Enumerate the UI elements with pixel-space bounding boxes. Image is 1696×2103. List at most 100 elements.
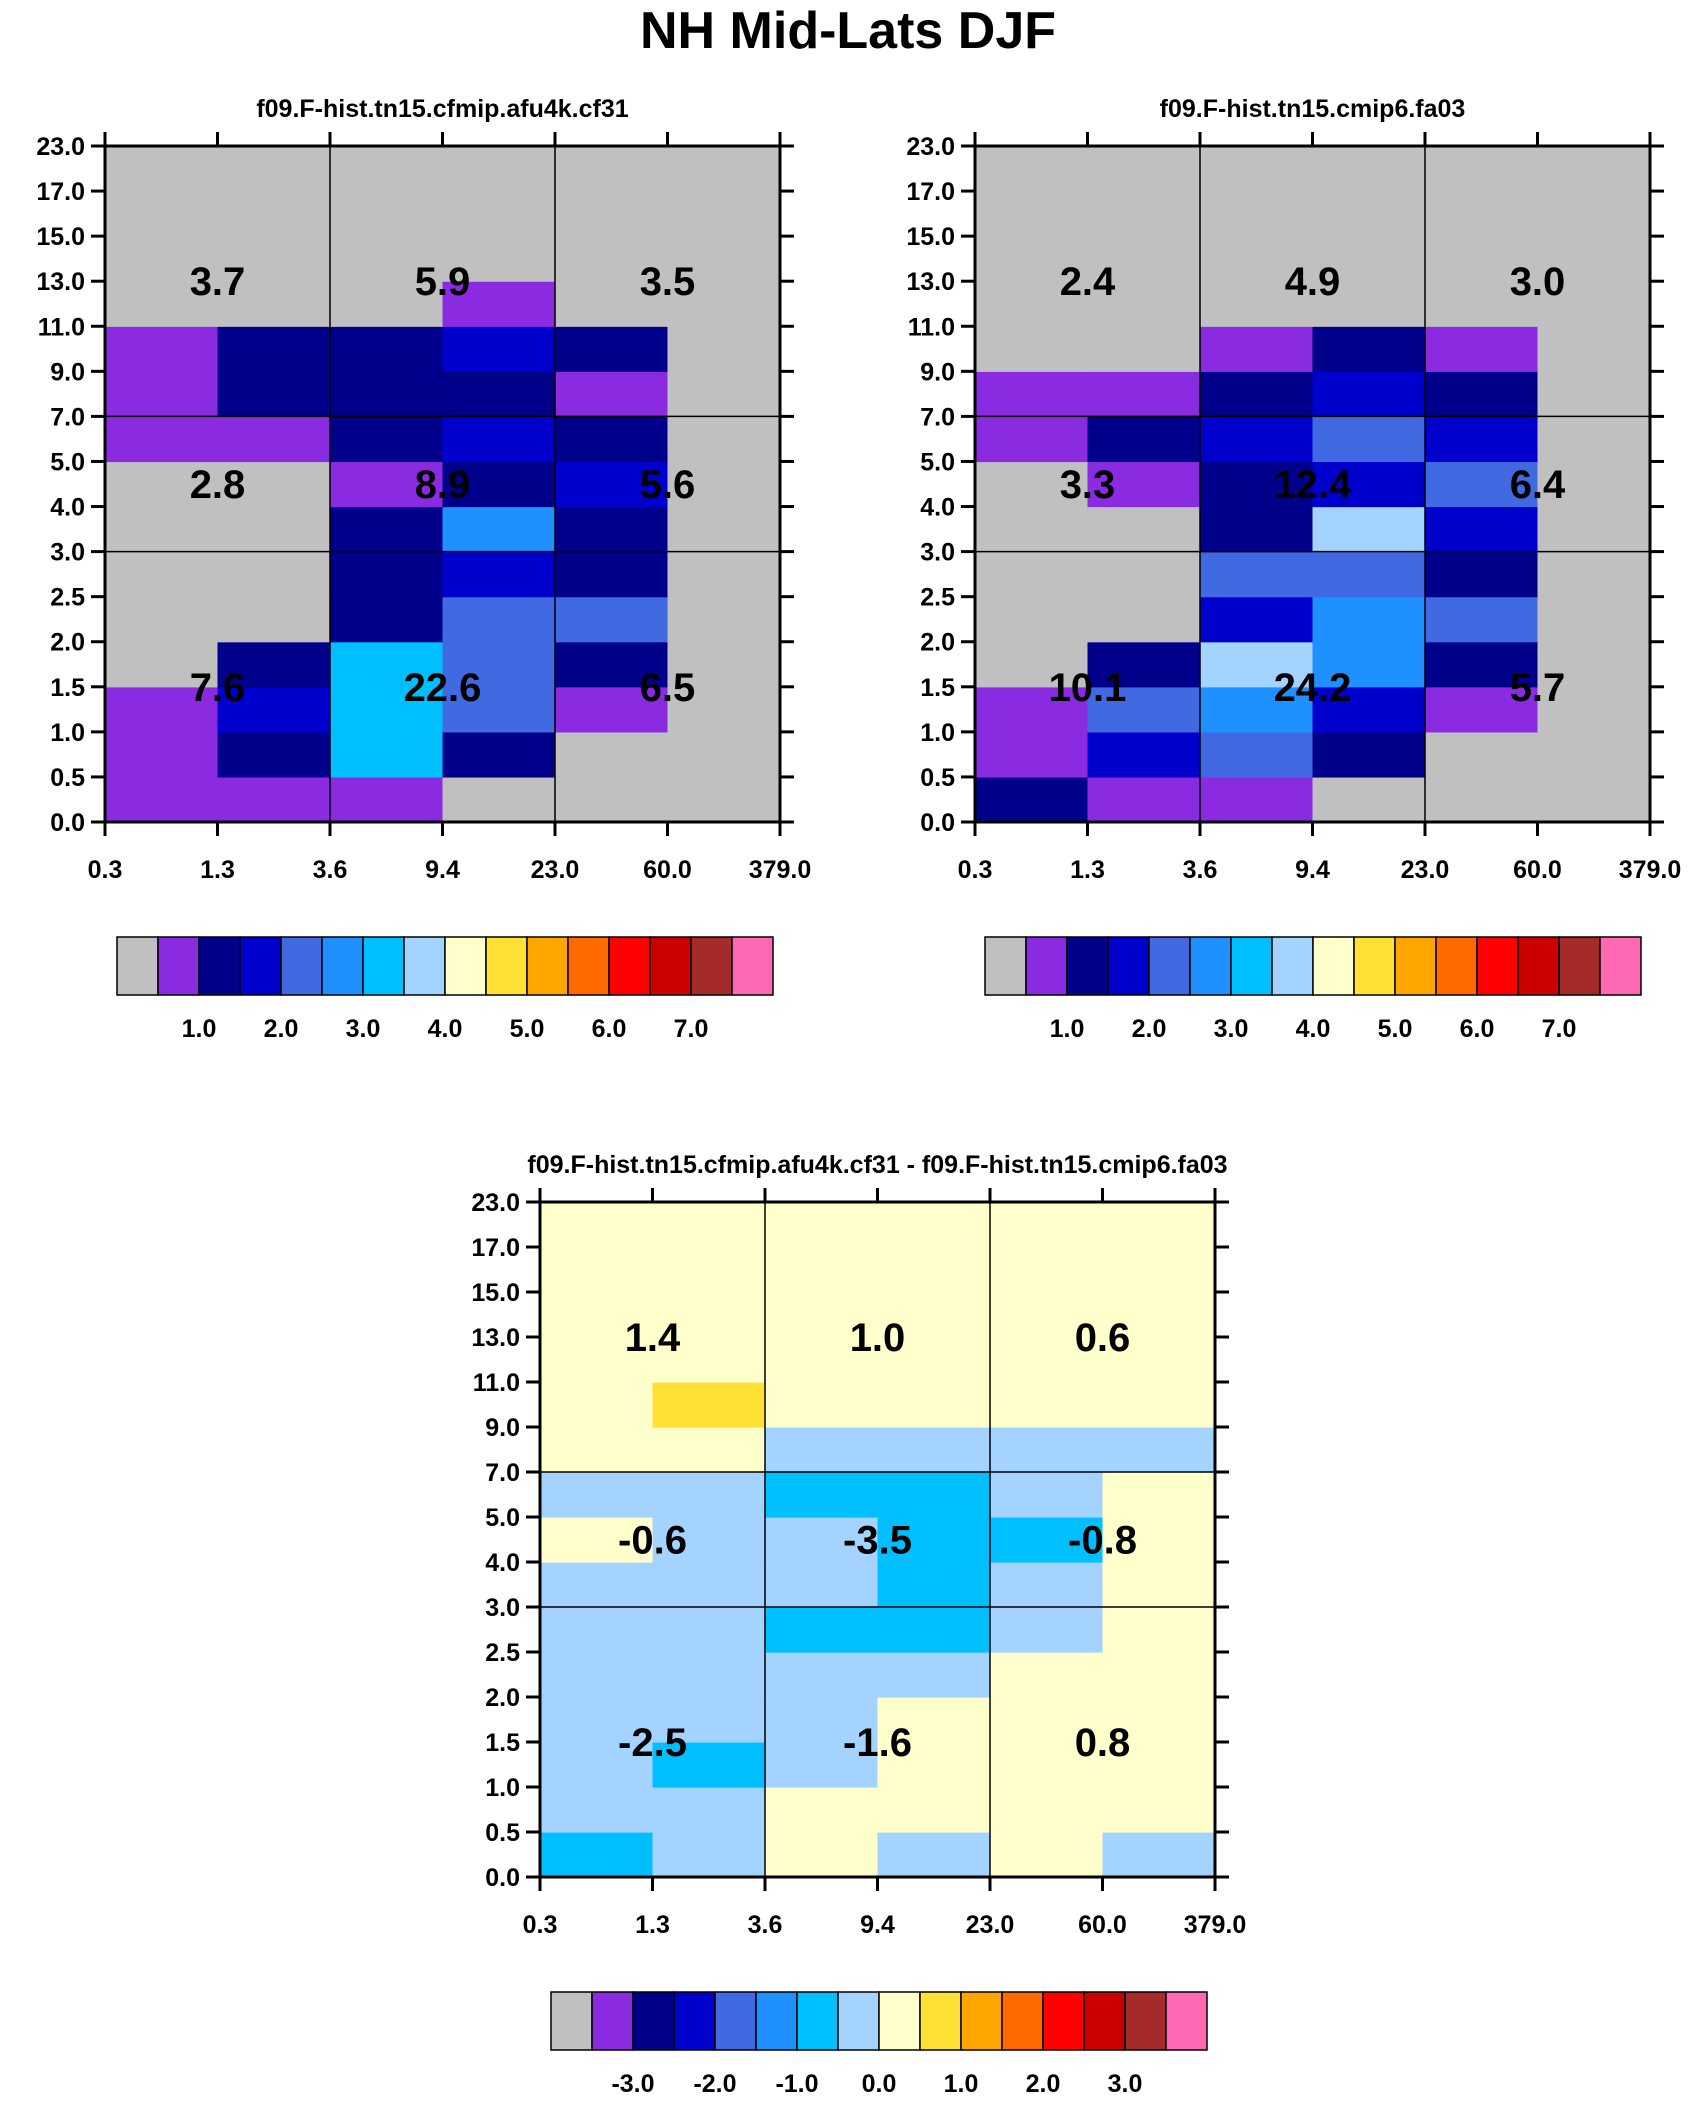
heatmap-cell bbox=[217, 146, 331, 192]
y-tick-label: 15.0 bbox=[906, 223, 955, 251]
heatmap-cell bbox=[1537, 551, 1651, 598]
y-tick-label: 2.5 bbox=[920, 584, 955, 612]
heatmap-cell bbox=[442, 191, 556, 237]
heatmap-cell bbox=[442, 776, 556, 823]
heatmap-cell bbox=[1537, 416, 1651, 463]
heatmap-cell bbox=[1425, 236, 1539, 282]
heatmap-cell bbox=[1087, 146, 1201, 192]
heatmap-cell bbox=[555, 731, 669, 778]
x-tick-label: 0.3 bbox=[958, 856, 993, 884]
heatmap-cell bbox=[1087, 326, 1201, 372]
colorbar-swatch bbox=[837, 1991, 880, 2051]
heatmap-cell bbox=[667, 416, 781, 463]
heatmap-cell bbox=[1312, 416, 1426, 463]
heatmap-cell bbox=[330, 236, 444, 282]
heatmap-cell bbox=[1102, 1292, 1216, 1338]
heatmap-cell bbox=[105, 461, 219, 508]
heatmap-cell bbox=[540, 1607, 654, 1653]
heatmap-cell bbox=[1102, 1832, 1216, 1878]
heatmap-cell bbox=[765, 1517, 879, 1563]
colorbar-label: 6.0 bbox=[592, 1015, 627, 1043]
heatmap-cell bbox=[1102, 1652, 1216, 1698]
heatmap-cell bbox=[667, 461, 781, 508]
region-value-label: -2.5 bbox=[618, 1721, 687, 1765]
heatmap-cell bbox=[1102, 1472, 1216, 1518]
heatmap-cell bbox=[1102, 1247, 1216, 1293]
heatmap-cell bbox=[555, 146, 669, 192]
heatmap-cell bbox=[442, 236, 556, 282]
x-tick-label: 3.6 bbox=[313, 856, 348, 884]
colorbar-swatch bbox=[1148, 936, 1191, 996]
region-value-label: 6.5 bbox=[640, 666, 696, 710]
y-tick-label: 15.0 bbox=[36, 223, 85, 251]
x-tick-label: 9.4 bbox=[1295, 856, 1330, 884]
heatmap-cell bbox=[877, 1787, 991, 1833]
heatmap-cell bbox=[667, 506, 781, 553]
heatmap-cell bbox=[1537, 686, 1651, 733]
heatmap-cell bbox=[765, 1742, 879, 1788]
y-tick-label: 2.5 bbox=[485, 1639, 520, 1667]
heatmap-cell bbox=[1537, 326, 1651, 372]
heatmap-cell bbox=[1425, 686, 1539, 733]
heatmap-cell bbox=[105, 371, 219, 417]
heatmap-cell bbox=[1312, 461, 1426, 508]
colorbar-swatch bbox=[919, 1991, 962, 2051]
region-value-label: 24.2 bbox=[1274, 666, 1352, 710]
heatmap-cell bbox=[217, 461, 331, 508]
colorbar-swatch bbox=[567, 936, 610, 996]
y-tick-label: 2.0 bbox=[485, 1684, 520, 1712]
heatmap-cell bbox=[540, 1562, 654, 1608]
heatmap-cell bbox=[990, 1247, 1104, 1293]
heatmap-cell bbox=[330, 146, 444, 192]
heatmap-cell bbox=[877, 1742, 991, 1788]
heatmap-cell bbox=[1312, 281, 1426, 327]
heatmap-cell bbox=[1102, 1697, 1216, 1743]
heatmap-cell bbox=[1312, 191, 1426, 237]
colorbar-label: -3.0 bbox=[611, 2070, 654, 2098]
heatmap-cell bbox=[975, 551, 1089, 598]
heatmap-cell bbox=[975, 776, 1089, 823]
heatmap-cell bbox=[1087, 236, 1201, 282]
panel-title: f09.F-hist.tn15.cfmip.afu4k.cf31 - f09.F… bbox=[527, 1151, 1227, 1179]
heatmap-cell bbox=[540, 1652, 654, 1698]
heatmap-cell bbox=[1537, 461, 1651, 508]
heatmap-cell bbox=[1087, 191, 1201, 237]
x-tick-label: 23.0 bbox=[1401, 856, 1450, 884]
heatmap-cell bbox=[217, 686, 331, 733]
colorbar-swatch bbox=[1558, 936, 1601, 996]
heatmap-cell bbox=[667, 641, 781, 688]
heatmap-cell bbox=[442, 416, 556, 463]
heatmap-cell bbox=[652, 1697, 766, 1743]
y-tick-label: 17.0 bbox=[471, 1234, 520, 1262]
x-tick-label: 379.0 bbox=[1619, 856, 1682, 884]
y-tick-label: 17.0 bbox=[36, 178, 85, 206]
heatmap-cell bbox=[1087, 596, 1201, 643]
heatmap-cell bbox=[667, 281, 781, 327]
colorbar-swatch bbox=[731, 936, 774, 996]
y-tick-label: 11.0 bbox=[38, 313, 85, 341]
y-tick-label: 1.5 bbox=[50, 674, 85, 702]
region-value-label: 2.4 bbox=[1060, 260, 1116, 304]
heatmap-panel-2: f09.F-hist.tn15.cmip6.fa03 10.1 24.2 5.7 3.3… bbox=[906, 95, 1681, 884]
heatmap-cell bbox=[555, 641, 669, 688]
heatmap-cell bbox=[217, 641, 331, 688]
heatmap-cell bbox=[877, 1832, 991, 1878]
colorbar-swatch bbox=[878, 1991, 921, 2051]
colorbar-swatch bbox=[1476, 936, 1519, 996]
heatmap-cell bbox=[105, 686, 219, 733]
x-tick-label: 23.0 bbox=[531, 856, 580, 884]
y-tick-label: 23.0 bbox=[906, 133, 955, 161]
heatmap-cell bbox=[330, 596, 444, 643]
heatmap-cell bbox=[540, 1202, 654, 1248]
heatmap-cell bbox=[330, 461, 444, 508]
heatmap-cell bbox=[105, 281, 219, 327]
heatmap-cell bbox=[1312, 641, 1426, 688]
y-tick-label: 1.0 bbox=[485, 1774, 520, 1802]
heatmap-cell bbox=[1312, 551, 1426, 598]
heatmap-cell bbox=[217, 776, 331, 823]
heatmap-cell bbox=[442, 461, 556, 508]
heatmap-cell bbox=[975, 686, 1089, 733]
x-tick-label: 60.0 bbox=[643, 856, 692, 884]
heatmap-cell bbox=[1537, 236, 1651, 282]
heatmap-cell bbox=[1102, 1562, 1216, 1608]
